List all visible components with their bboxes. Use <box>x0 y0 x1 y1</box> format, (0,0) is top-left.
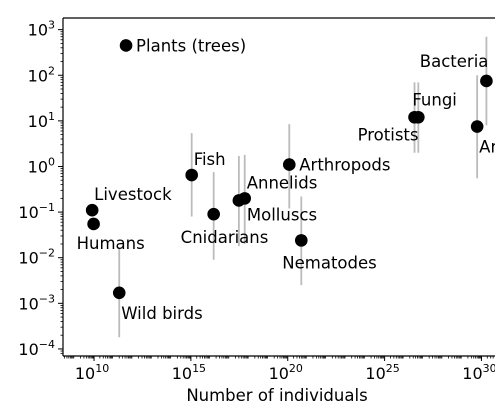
data-point <box>282 158 296 171</box>
data-point <box>470 120 484 133</box>
x-tick-label: 1030 <box>462 362 495 383</box>
data-point <box>294 234 308 247</box>
y-tick-label: 10−1 <box>18 201 55 222</box>
data-point <box>112 286 126 300</box>
x-tick-label: 1020 <box>269 362 303 383</box>
data-label: Fungi <box>412 90 457 109</box>
data-point <box>85 203 99 217</box>
x-tick-label: 1025 <box>365 362 399 383</box>
y-tick-label: 10−2 <box>18 247 55 268</box>
x-axis-title: Number of individuals <box>186 386 367 405</box>
data-label: Plants (trees) <box>136 36 246 55</box>
data-label: Cnidarians <box>181 228 269 247</box>
data-label: Wild birds <box>121 304 202 323</box>
data-label: Bacteria <box>420 52 489 71</box>
data-label: Protists <box>358 125 419 144</box>
data-point <box>87 217 100 231</box>
data-label: Livestock <box>94 185 172 204</box>
data-label: Molluscs <box>247 205 317 224</box>
y-tick-label: 10−3 <box>18 292 55 313</box>
x-tick-label: 1015 <box>172 362 206 383</box>
y-tick-label: 10−4 <box>18 338 55 359</box>
y-tick-label: 103 <box>28 19 55 40</box>
y-tick-label: 102 <box>28 64 55 85</box>
data-label: Annelids <box>247 173 318 192</box>
data-point <box>412 110 425 124</box>
data-point <box>238 192 252 205</box>
data-point <box>207 207 220 221</box>
data-point <box>119 39 133 52</box>
data-label: Arthropods <box>299 156 390 175</box>
data-label: Humans <box>77 234 145 253</box>
data-label: Fish <box>194 150 226 169</box>
data-point <box>480 74 493 88</box>
data-label: Archaea <box>479 138 495 157</box>
y-tick-label: 101 <box>28 110 55 131</box>
data-point <box>185 168 198 182</box>
y-tick-label: 100 <box>28 155 55 176</box>
data-label: Nematodes <box>282 253 376 272</box>
x-tick-label: 1010 <box>75 362 109 383</box>
